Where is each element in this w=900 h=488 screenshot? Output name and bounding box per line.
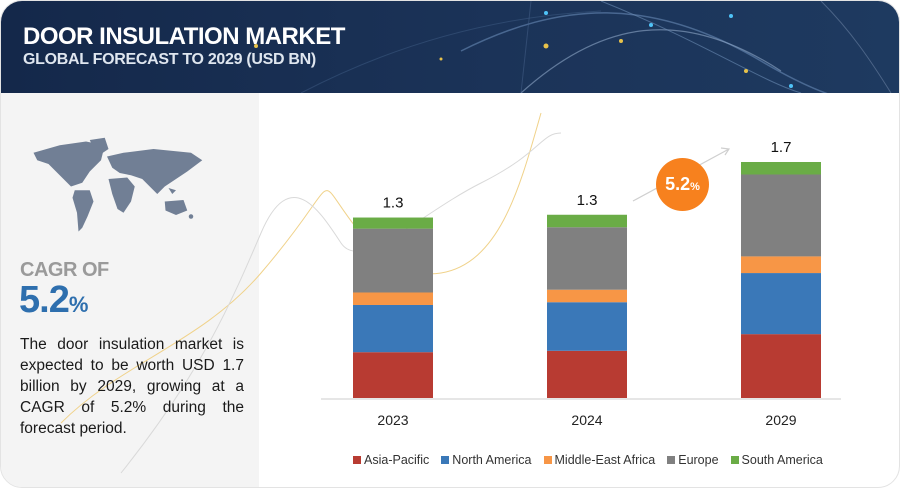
bar-segment-south-america-2023	[353, 217, 433, 229]
bar-segment-middle-east-africa-2023	[353, 292, 433, 305]
legend-item: North America	[441, 453, 532, 467]
legend-label: Middle-East Africa	[554, 453, 656, 467]
bar-segment-middle-east-africa-2024	[547, 289, 627, 303]
bar-total-label: 1.3	[383, 195, 404, 212]
bar-segment-north-america-2024	[547, 302, 627, 351]
x-tick-label: 2029	[765, 412, 796, 428]
bar-segment-asia-pacific-2029	[741, 334, 821, 398]
bar-segment-europe-2024	[547, 227, 627, 290]
legend-label: South America	[741, 453, 823, 467]
legend-swatch	[441, 456, 450, 464]
legend-swatch	[667, 456, 676, 464]
legend-swatch	[543, 456, 552, 464]
legend-item: South America	[730, 453, 823, 467]
x-tick-label: 2023	[377, 412, 408, 428]
header-background-decoration	[254, 1, 892, 93]
bar-segment-europe-2023	[353, 228, 433, 293]
cagr-unit: %	[68, 292, 89, 317]
cagr-badge-unit: %	[690, 180, 700, 193]
cagr-badge-value: 5.2	[665, 174, 691, 194]
summary-description: The door insulation market is expected t…	[20, 336, 244, 437]
bar-segment-north-america-2023	[353, 304, 433, 353]
chart-legend: Asia-Pacific North America Middle-East Afr…	[353, 453, 823, 467]
legend-label: Asia-Pacific	[364, 453, 430, 467]
page-title: DOOR INSULATION MARKET	[23, 23, 345, 50]
world-map-icon	[33, 137, 203, 232]
legend-swatch	[353, 456, 361, 464]
stacked-bar-chart: 1.3 2023 1.3 2024 1.7 2029	[321, 139, 841, 428]
cagr-label: CAGR OF	[20, 259, 109, 281]
bar-segment-asia-pacific-2024	[547, 350, 627, 398]
legend-item: Europe	[667, 453, 719, 467]
header-banner: DOOR INSULATION MARKET GLOBAL FORECAST T…	[1, 1, 899, 93]
bar-total-label: 1.3	[577, 192, 598, 209]
bar-segment-middle-east-africa-2029	[741, 256, 821, 274]
legend-item: Asia-Pacific	[353, 453, 429, 467]
bar-segment-north-america-2029	[741, 273, 821, 335]
bar-total-label: 1.7	[771, 139, 792, 156]
cagr-value: 5.2%	[19, 279, 89, 322]
legend-label: North America	[452, 453, 532, 467]
legend-swatch	[730, 456, 739, 464]
x-tick-label: 2024	[571, 412, 602, 428]
legend-label: Europe	[678, 453, 719, 467]
page-subtitle: GLOBAL FORECAST TO 2029 (USD BN)	[23, 51, 316, 68]
legend-item: Middle-East Africa	[543, 453, 656, 467]
bar-segment-europe-2029	[741, 174, 821, 257]
cagr-badge: 5.2%	[656, 158, 709, 211]
cagr-number: 5.2	[19, 279, 70, 321]
bar-segment-south-america-2024	[547, 214, 627, 228]
bar-segment-south-america-2029	[741, 162, 821, 175]
bar-segment-asia-pacific-2023	[353, 352, 433, 398]
